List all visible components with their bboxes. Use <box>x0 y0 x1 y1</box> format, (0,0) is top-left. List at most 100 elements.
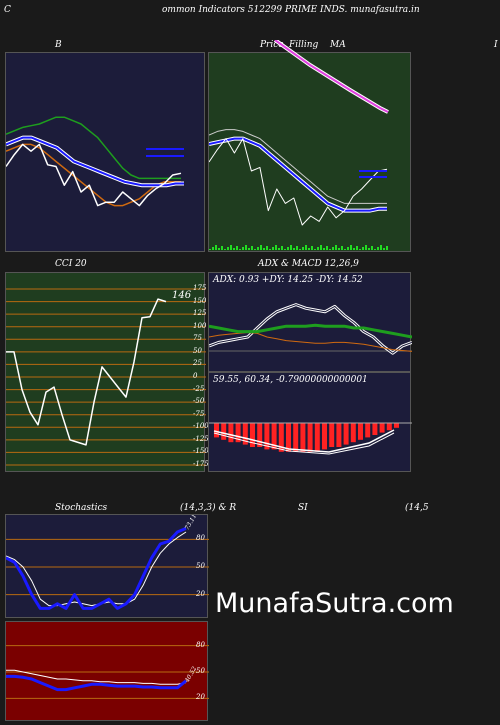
macd-histogram-bar <box>343 423 349 445</box>
volume-bar <box>329 249 331 250</box>
volume-bar <box>374 249 376 250</box>
volume-bar <box>260 245 262 250</box>
macd-histogram-bar <box>329 423 335 447</box>
volume-bar <box>365 245 367 250</box>
overflow-ma <box>274 40 389 113</box>
volume-bar <box>239 249 241 250</box>
title-left-letter: C <box>4 5 11 15</box>
macd-histogram-bar <box>214 423 219 438</box>
ma-short-line <box>209 137 387 212</box>
rsi-signal-line <box>6 669 187 685</box>
price-line <box>209 138 388 226</box>
price-ma-chart <box>209 129 388 250</box>
volume-bar <box>299 249 301 250</box>
cci-tick-label: -50 <box>193 397 205 406</box>
volume-bar <box>224 249 226 250</box>
macd-histogram-bar <box>250 423 255 447</box>
volume-bar <box>338 248 340 250</box>
cci-panel <box>5 272 206 472</box>
volume-bar <box>275 245 277 250</box>
macd-histogram-bar <box>336 423 342 447</box>
cci-chart <box>6 288 206 466</box>
macd-histogram-bar <box>286 423 291 452</box>
volume-bar <box>215 245 217 250</box>
price-ma-panel <box>208 52 411 252</box>
minus-di-line <box>209 323 412 339</box>
rsi-label: SI <box>298 503 308 513</box>
macd-histogram-bar <box>278 423 284 452</box>
volume-bar <box>278 248 280 250</box>
volume-bar <box>284 249 286 250</box>
bb-upper-line <box>6 116 181 180</box>
volume-bar <box>350 245 352 250</box>
stoch-tick-label: 20 <box>196 589 205 598</box>
volume-bar <box>341 246 343 250</box>
macd-histogram-bar <box>221 423 227 440</box>
stoch-tick-label: 80 <box>196 534 205 543</box>
volume-bar <box>281 246 283 250</box>
rsi-tick-label: 80 <box>196 640 205 649</box>
cci-tick-label: -100 <box>193 422 209 431</box>
rsi-panel: 40.52 <box>5 621 209 721</box>
volume-bar <box>371 246 373 250</box>
macd-histogram-bar <box>358 423 363 440</box>
ma-short-line-outline <box>209 136 387 213</box>
cci-tick-label: 150 <box>193 296 207 305</box>
macd-histogram-bar <box>264 423 270 450</box>
volume-bar <box>248 248 250 250</box>
adx-panel <box>208 272 412 372</box>
price-label: Price <box>260 40 284 50</box>
bollinger-label: B <box>55 40 62 50</box>
volume-bar <box>236 246 238 250</box>
volume-bar <box>209 249 211 250</box>
volume-bar <box>308 248 310 250</box>
macd-signal-line <box>213 432 395 455</box>
volume-bar <box>356 246 358 250</box>
volume-bar <box>290 245 292 250</box>
bb-price-line <box>6 143 182 207</box>
stoch-panel: 73.11 <box>5 514 209 618</box>
volume-bar <box>311 246 313 250</box>
volume-bar <box>362 247 364 250</box>
stoch-current-value: 73.11 <box>184 515 199 531</box>
overflow-ma-line <box>273 40 389 114</box>
macd-histogram-bar <box>293 423 299 452</box>
macd-histogram-bar <box>235 423 241 443</box>
cci-tick-label: 75 <box>193 334 202 343</box>
volume-bar <box>383 248 385 250</box>
watermark: MunafaSutra.com <box>215 588 454 619</box>
volume-bar <box>233 248 235 250</box>
page-title: ommon Indicators 512299 PRIME INDS. muna… <box>162 5 420 15</box>
cci-tick-label: -175 <box>193 460 209 468</box>
volume-bar <box>242 247 244 250</box>
macd-readout: 59.55, 60.34, -0.79000000000001 <box>213 375 368 385</box>
rsi-tick-label: 50 <box>196 667 205 675</box>
adx-line <box>209 304 412 354</box>
adx-readout: ADX: 0.93 +DY: 14.25 -DY: 14.52 <box>213 275 363 285</box>
cci-tick-label: -125 <box>193 434 209 443</box>
adx-macd-label: ADX & MACD 12,26,9 <box>258 259 359 269</box>
volume-bar <box>347 247 349 250</box>
volume-bar <box>380 245 382 250</box>
volume-bar <box>266 246 268 250</box>
rsi-main-line <box>6 674 187 692</box>
ma-long-line <box>209 129 387 204</box>
macd-histogram-bar <box>271 423 277 450</box>
cci-tick-label: -75 <box>193 409 205 418</box>
volume-bar <box>245 245 247 250</box>
volume-bar <box>212 247 214 250</box>
volume-bar <box>227 247 229 250</box>
rsi-tick-label: 20 <box>196 693 205 702</box>
cci-tick-label: -150 <box>193 447 209 456</box>
macd-histogram-bar <box>322 423 327 450</box>
macd-histogram-bar <box>242 423 248 445</box>
volume-bar <box>353 248 355 250</box>
volume-bar <box>314 249 316 250</box>
bollinger-chart <box>6 116 184 207</box>
macd-histogram-bar <box>365 423 371 438</box>
stoch-label: Stochastics <box>55 503 108 513</box>
stoch-tick-label: 50 <box>196 562 205 570</box>
cci-tick-label: 175 <box>193 284 207 292</box>
cci-tick-label: 50 <box>193 346 202 355</box>
stoch-main-line <box>6 527 187 610</box>
